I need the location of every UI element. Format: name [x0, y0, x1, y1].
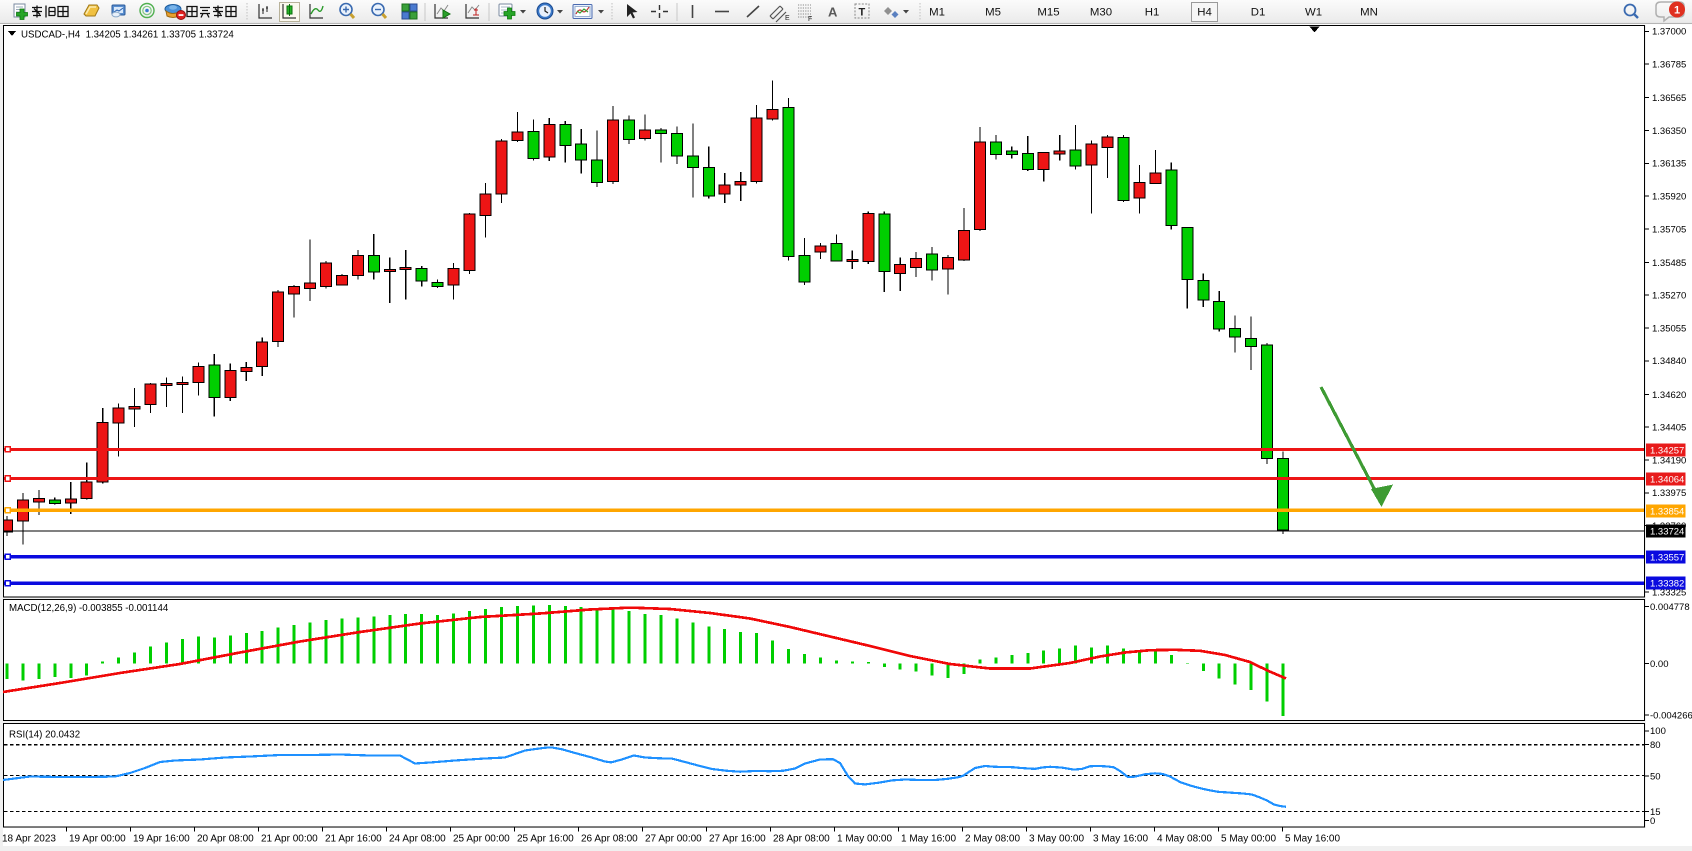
- svg-text:MACD(12,26,9) -0.003855 -0.001: MACD(12,26,9) -0.003855 -0.001144: [9, 603, 169, 614]
- svg-text:0.00: 0.00: [1650, 659, 1669, 670]
- svg-text:1.35055: 1.35055: [1652, 323, 1686, 334]
- svg-text:3 May 00:00: 3 May 00:00: [1029, 834, 1084, 845]
- svg-text:1.36565: 1.36565: [1652, 93, 1686, 104]
- svg-text:5 May 00:00: 5 May 00:00: [1221, 834, 1276, 845]
- svg-text:25 Apr 16:00: 25 Apr 16:00: [517, 834, 574, 845]
- svg-text:E: E: [785, 15, 790, 22]
- svg-text:27 Apr 00:00: 27 Apr 00:00: [645, 834, 702, 845]
- svg-text:1.34840: 1.34840: [1652, 356, 1686, 367]
- svg-text:W1: W1: [1305, 7, 1322, 19]
- svg-text:0: 0: [1650, 816, 1655, 827]
- svg-text:26 Apr 08:00: 26 Apr 08:00: [581, 834, 638, 845]
- svg-text:1.36350: 1.36350: [1652, 126, 1686, 137]
- svg-text:M5: M5: [985, 7, 1001, 19]
- svg-text:T: T: [859, 7, 866, 19]
- svg-text:1.35485: 1.35485: [1652, 258, 1686, 269]
- svg-text:1.34064: 1.34064: [1650, 475, 1684, 486]
- svg-text:15: 15: [1650, 807, 1661, 818]
- svg-text:18 Apr 2023: 18 Apr 2023: [2, 834, 56, 845]
- svg-text:1.34620: 1.34620: [1652, 390, 1686, 401]
- svg-text:1.34190: 1.34190: [1652, 455, 1686, 466]
- svg-text:24 Apr 08:00: 24 Apr 08:00: [389, 834, 446, 845]
- svg-text:21 Apr 00:00: 21 Apr 00:00: [261, 834, 318, 845]
- svg-text:4 May 08:00: 4 May 08:00: [1157, 834, 1212, 845]
- svg-text:50: 50: [1650, 771, 1661, 782]
- svg-text:2 May 08:00: 2 May 08:00: [965, 834, 1020, 845]
- svg-text:1.36135: 1.36135: [1652, 159, 1686, 170]
- svg-text:1.33724: 1.33724: [1650, 527, 1684, 538]
- svg-text:0.004778: 0.004778: [1650, 602, 1690, 613]
- svg-text:20 Apr 08:00: 20 Apr 08:00: [197, 834, 254, 845]
- svg-text:1.37000: 1.37000: [1652, 27, 1686, 38]
- svg-text:M1: M1: [929, 7, 945, 19]
- svg-text:1.36785: 1.36785: [1652, 60, 1686, 71]
- svg-text:D1: D1: [1251, 7, 1266, 19]
- svg-text:21 Apr 16:00: 21 Apr 16:00: [325, 834, 382, 845]
- svg-text:1.35705: 1.35705: [1652, 224, 1686, 235]
- svg-text:1.34405: 1.34405: [1652, 423, 1686, 434]
- svg-text:1.33975: 1.33975: [1652, 488, 1686, 499]
- svg-text:1: 1: [1674, 5, 1680, 17]
- svg-text:1 May 16:00: 1 May 16:00: [901, 834, 956, 845]
- svg-text:5 May 16:00: 5 May 16:00: [1285, 834, 1340, 845]
- svg-text:1.35270: 1.35270: [1652, 291, 1686, 302]
- svg-text:F: F: [808, 16, 812, 23]
- svg-text:1.34257: 1.34257: [1650, 446, 1684, 457]
- svg-text:1.33382: 1.33382: [1650, 579, 1684, 590]
- svg-text:19 Apr 00:00: 19 Apr 00:00: [69, 834, 126, 845]
- svg-text:M30: M30: [1090, 7, 1112, 19]
- svg-text:28 Apr 08:00: 28 Apr 08:00: [773, 834, 830, 845]
- svg-text:MN: MN: [1360, 7, 1378, 19]
- svg-text:27 Apr 16:00: 27 Apr 16:00: [709, 834, 766, 845]
- svg-text:M15: M15: [1037, 7, 1059, 19]
- svg-text:H1: H1: [1145, 7, 1160, 19]
- svg-text:25 Apr 00:00: 25 Apr 00:00: [453, 834, 510, 845]
- svg-text:1.33325: 1.33325: [1652, 587, 1686, 598]
- svg-text:100: 100: [1650, 726, 1666, 737]
- svg-text:80: 80: [1650, 740, 1661, 751]
- svg-text:1.33557: 1.33557: [1650, 553, 1684, 564]
- svg-text:USDCAD-,H4 1.34205 1.34261 1.: USDCAD-,H4 1.34205 1.34261 1.33705 1.337…: [21, 30, 234, 41]
- svg-text:3 May 16:00: 3 May 16:00: [1093, 834, 1148, 845]
- svg-text:RSI(14) 20.0432: RSI(14) 20.0432: [9, 730, 80, 741]
- svg-text:1 May 00:00: 1 May 00:00: [837, 834, 892, 845]
- svg-text:A: A: [828, 5, 838, 20]
- svg-text:1.35920: 1.35920: [1652, 192, 1686, 203]
- svg-text:1.33854: 1.33854: [1650, 507, 1684, 518]
- svg-text:19 Apr 16:00: 19 Apr 16:00: [133, 834, 190, 845]
- svg-text:H4: H4: [1197, 7, 1212, 19]
- svg-text:-0.004266: -0.004266: [1650, 710, 1692, 721]
